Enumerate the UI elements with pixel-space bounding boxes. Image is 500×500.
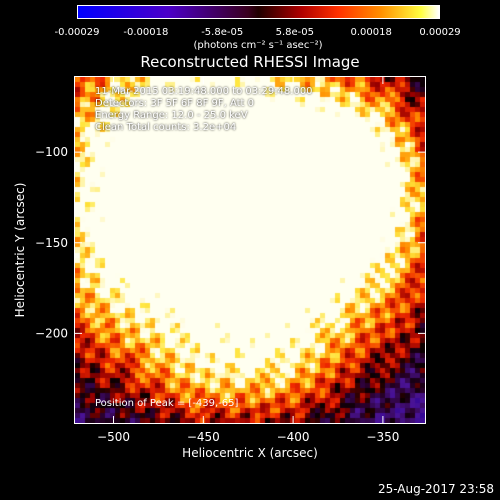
colorbar-tick-label: 0.00018: [350, 27, 392, 38]
colorbar-tick-label: 0.00029: [419, 27, 461, 38]
colorbar-tick-label: -0.00029: [54, 27, 100, 38]
x-axis-label: Heliocentric X (arcsec): [182, 446, 318, 460]
x-tick-label: −400: [277, 430, 310, 444]
colorbar-unit: (photons cm⁻² s⁻¹ asec⁻²): [193, 40, 323, 51]
x-tick-label: −500: [97, 430, 130, 444]
y-tick-label: −100: [35, 145, 68, 159]
x-tick-label: −450: [187, 430, 220, 444]
colorbar: [77, 5, 440, 19]
info-detectors: Detectors: 3F 5F 6F 8F 9F, Att 0: [95, 98, 255, 109]
peak-position-label: Position of Peak = [-439,-65]: [95, 398, 239, 409]
plot-timestamp: 25-Aug-2017 23:58: [377, 482, 494, 496]
info-total-counts: Clean Total counts: 3.2e+04: [95, 122, 237, 133]
colorbar-tick-label: -0.00018: [123, 27, 169, 38]
info-time-range: 11-Mar-2015 03:19:48.000 to 03:29:48.000: [95, 86, 313, 97]
y-axis-label: Heliocentric Y (arcsec): [13, 182, 27, 318]
plot-area: [74, 76, 426, 424]
chart-title: Reconstructed RHESSI Image: [140, 53, 360, 71]
y-tick-label: −200: [35, 326, 68, 340]
colorbar-tick-label: 5.8e-05: [275, 27, 314, 38]
colorbar-tick-label: -5.8e-05: [201, 27, 244, 38]
heatmap-image: [75, 77, 425, 423]
info-energy-range: Energy Range: 12.0 - 25.0 keV: [95, 110, 248, 121]
y-tick-label: −150: [35, 236, 68, 250]
x-tick-label: −350: [366, 430, 399, 444]
